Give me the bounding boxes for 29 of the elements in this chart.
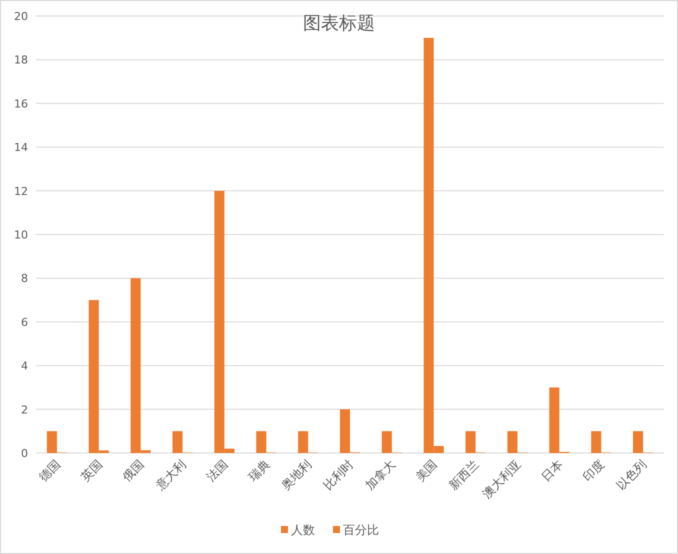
y-tick-label: 20	[14, 10, 28, 23]
x-tick-label: 奥地利	[278, 457, 314, 493]
legend-label: 百分比	[343, 523, 379, 537]
x-tick-label: 新西兰	[446, 457, 482, 493]
x-tick-label: 德国	[36, 457, 64, 484]
x-tick-label: 法国	[204, 457, 231, 484]
y-tick-label: 0	[21, 447, 28, 460]
x-tick-label: 意大利	[152, 457, 189, 494]
x-tick-label: 俄国	[120, 457, 147, 484]
y-tick-label: 14	[14, 141, 28, 154]
x-tick-label: 以色列	[614, 457, 650, 493]
y-tick-label: 4	[21, 360, 28, 373]
y-tick-label: 2	[21, 403, 28, 416]
legend-label: 人数	[291, 523, 315, 537]
x-tick-label: 加拿大	[362, 457, 398, 493]
y-tick-label: 10	[14, 228, 28, 242]
y-tick-label: 16	[14, 97, 28, 110]
x-tick-label: 英国	[78, 457, 105, 484]
y-tick-label: 18	[14, 54, 28, 67]
x-tick-label: 美国	[412, 457, 440, 484]
y-tick-label: 8	[21, 272, 28, 286]
x-tick-label: 日本	[538, 457, 566, 484]
x-tick-label: 澳大利亚	[480, 457, 524, 502]
x-tick-label: 瑞典	[246, 457, 272, 484]
x-tick-label: 比利时	[320, 457, 356, 493]
y-tick-label: 12	[14, 184, 28, 198]
chart-title: 图表标题	[303, 13, 375, 34]
x-tick-label: 印度	[580, 457, 608, 484]
y-tick-label: 6	[21, 316, 28, 329]
